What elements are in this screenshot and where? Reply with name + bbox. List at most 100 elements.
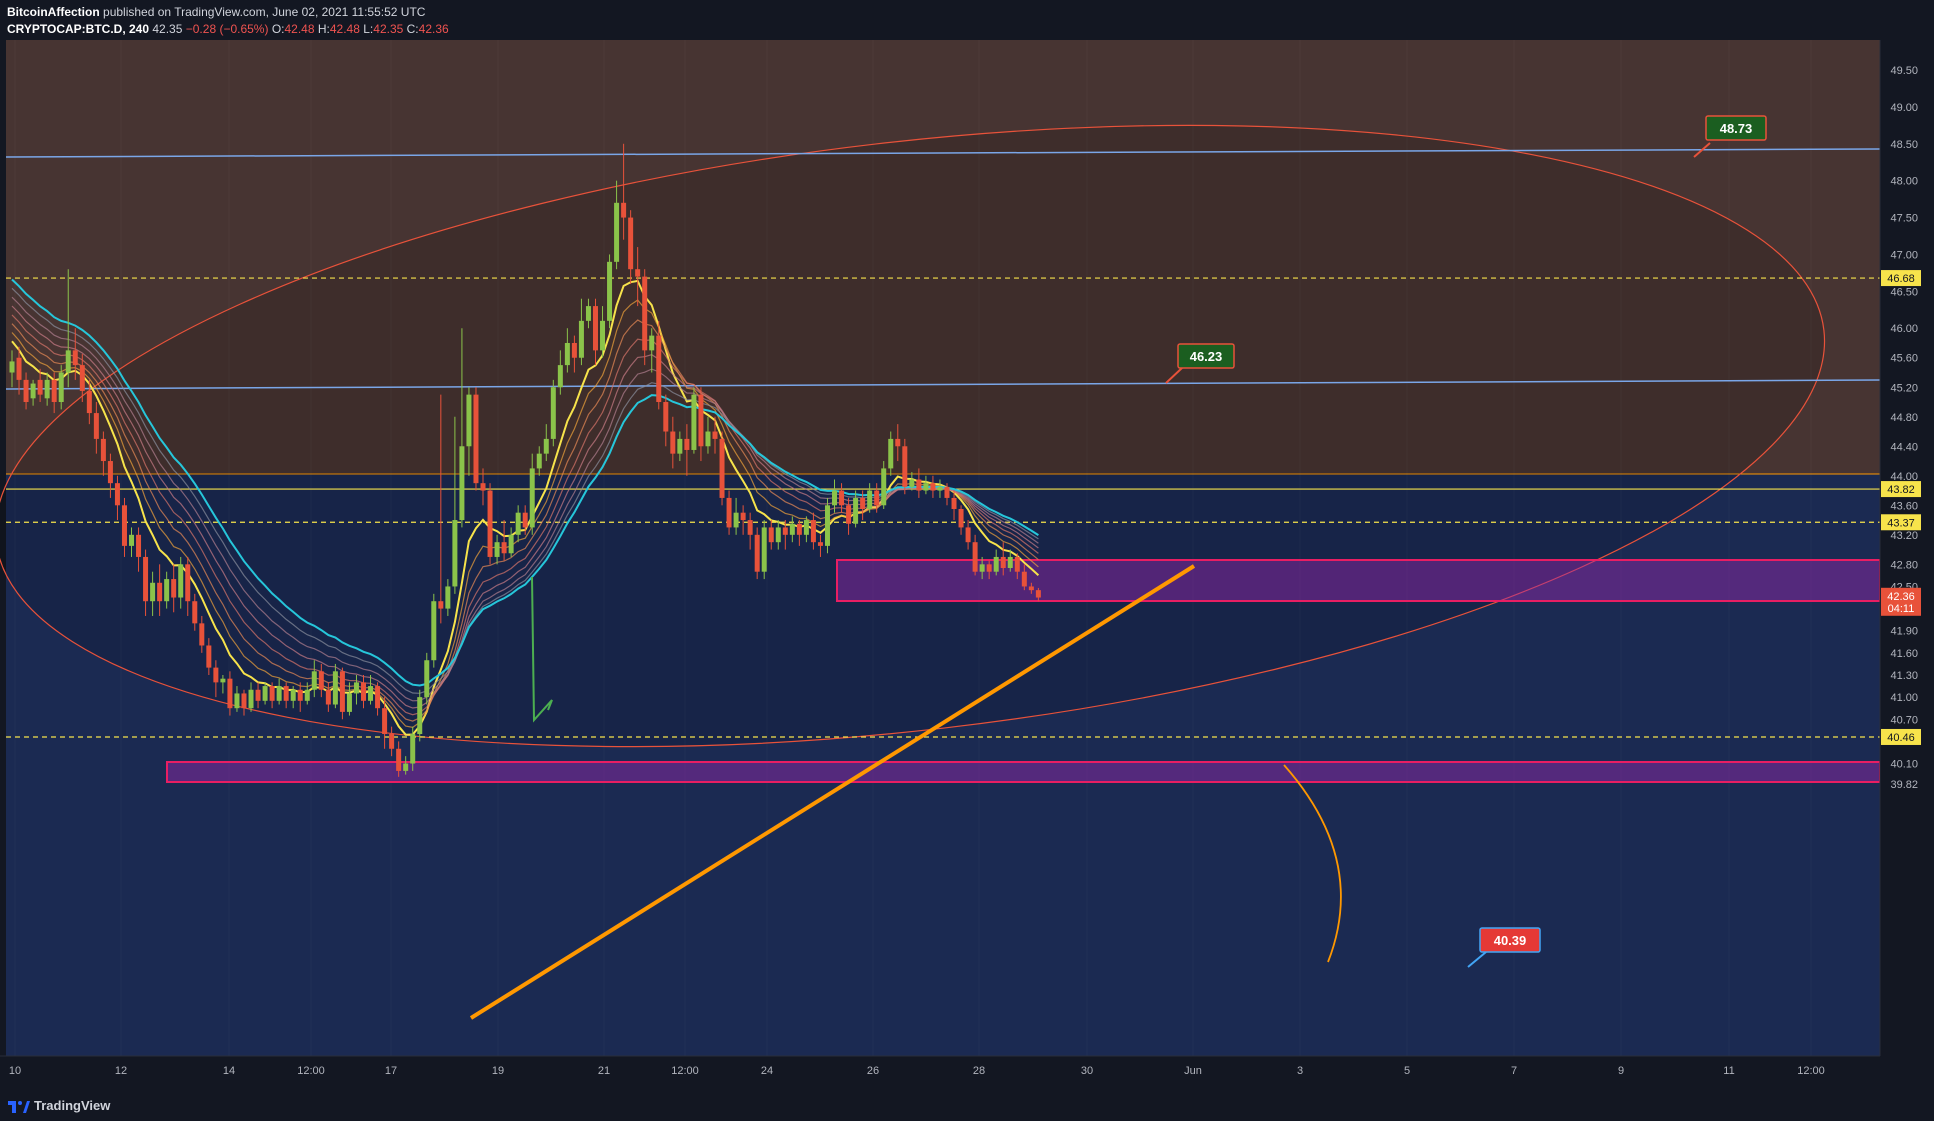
candle-body-50 xyxy=(361,682,366,701)
price-tick-7: 46.00 xyxy=(1890,323,1918,335)
candle-body-116 xyxy=(824,505,830,546)
candle-body-145 xyxy=(1028,586,1034,591)
candle-body-8 xyxy=(65,350,71,373)
time-tick-12: Jun xyxy=(1184,1065,1202,1077)
current-price-label: 42.36 xyxy=(1887,591,1915,603)
candle-body-91 xyxy=(649,335,655,351)
level-tag-0 xyxy=(1881,270,1921,287)
price-tick-22: 40.10 xyxy=(1890,759,1918,771)
candle-body-117 xyxy=(832,490,838,506)
candle-body-134 xyxy=(951,497,957,509)
candle-body-81 xyxy=(578,320,584,358)
candle-body-93 xyxy=(663,402,669,432)
candle-body-60 xyxy=(431,601,437,661)
candle-body-139 xyxy=(986,564,992,572)
price-tick-11: 44.40 xyxy=(1890,441,1918,453)
level-label-3: 40.46 xyxy=(1887,732,1915,744)
candle-body-57 xyxy=(410,734,416,764)
price-tick-18: 41.60 xyxy=(1890,648,1918,660)
candle-body-52 xyxy=(375,686,381,709)
candle-body-17 xyxy=(129,534,135,546)
candle-body-44 xyxy=(318,671,324,690)
time-tick-5: 19 xyxy=(492,1065,504,1077)
resistance-zone xyxy=(6,38,1880,474)
candle-body-87 xyxy=(621,202,627,218)
candle-body-101 xyxy=(719,438,725,498)
author-name[interactable]: BitcoinAffection xyxy=(7,5,100,19)
candle-body-23 xyxy=(171,579,177,598)
time-tick-14: 5 xyxy=(1404,1065,1410,1077)
candle-body-37 xyxy=(269,686,275,701)
level-label-1: 43.82 xyxy=(1887,484,1915,496)
candle-body-64 xyxy=(459,446,465,521)
price-tick-23: 39.82 xyxy=(1890,779,1918,791)
candle-body-15 xyxy=(114,483,120,506)
time-tick-10: 28 xyxy=(973,1065,985,1077)
price-axis[interactable]: 49.50 49.00 48.50 48.00 47.50 47.00 46.50 46.00… xyxy=(1879,38,1934,1056)
candle-body-51 xyxy=(368,686,374,701)
symbol-label[interactable]: CRYPTOCAP:BTC.D, 240 xyxy=(7,22,150,36)
upper-box xyxy=(836,559,1881,602)
candle-body-19 xyxy=(143,556,149,602)
close-key: C: xyxy=(406,22,419,36)
candle-body-73 xyxy=(522,512,528,528)
candle-body-136 xyxy=(965,527,971,543)
price-tick-5: 47.00 xyxy=(1890,249,1918,261)
candle-body-122 xyxy=(867,490,873,509)
candle-body-89 xyxy=(635,269,641,277)
time-tick-9: 26 xyxy=(867,1065,879,1077)
price-tick-19: 41.30 xyxy=(1890,670,1918,682)
candle-body-105 xyxy=(747,520,753,535)
time-tick-4: 17 xyxy=(385,1065,397,1077)
candle-body-45 xyxy=(325,689,331,705)
candle-body-41 xyxy=(297,689,303,701)
candle-body-28 xyxy=(206,645,212,668)
price-tick-0: 49.50 xyxy=(1890,65,1918,77)
price-tick-12: 44.00 xyxy=(1890,471,1918,483)
tradingview-brand[interactable]: TradingView xyxy=(34,1098,111,1113)
callout-4623[interactable]: 46.23 xyxy=(1165,343,1235,384)
candle-body-61 xyxy=(438,601,444,609)
time-axis[interactable]: 10 12 14 12:00 17 19 21 12:00 24 26 28 30 Jun 3 5 7 9 11 1… xyxy=(0,1055,1934,1089)
candle-body-118 xyxy=(839,490,845,506)
callout-4039[interactable]: 40.39 xyxy=(1467,927,1541,968)
candle-body-48 xyxy=(346,693,352,712)
candle-body-138 xyxy=(979,564,985,572)
projection-ellipse xyxy=(0,124,1826,748)
candle-body-94 xyxy=(670,431,676,454)
publish-info: published on TradingView.com, June 02, 2… xyxy=(103,5,426,19)
candle-body-109 xyxy=(775,527,781,543)
time-tick-0: 10 xyxy=(9,1065,21,1077)
candle-body-46 xyxy=(332,671,338,705)
candle-body-103 xyxy=(733,512,739,528)
candle-body-36 xyxy=(262,686,268,701)
level-tag-3 xyxy=(1881,728,1921,745)
price-tick-20: 41.00 xyxy=(1890,692,1918,704)
time-tick-2: 14 xyxy=(223,1065,235,1077)
candle-body-113 xyxy=(803,520,809,535)
time-tick-11: 30 xyxy=(1081,1065,1093,1077)
candle-body-119 xyxy=(846,505,852,524)
tradingview-logo-icon[interactable] xyxy=(8,1097,30,1113)
candle-body-71 xyxy=(508,534,514,554)
candle-body-72 xyxy=(515,512,521,535)
price-tick-3: 48.00 xyxy=(1890,176,1918,188)
candle-body-6 xyxy=(51,379,57,403)
candle-body-20 xyxy=(150,582,156,602)
price-tick-14: 43.20 xyxy=(1890,530,1918,542)
candle-body-65 xyxy=(466,394,472,447)
candle-body-85 xyxy=(607,261,613,321)
candle-body-77 xyxy=(550,387,556,439)
candles xyxy=(9,143,1041,777)
candle-body-140 xyxy=(993,556,999,572)
callout-4873[interactable]: 48.73 xyxy=(1693,115,1767,158)
callout-label: 40.39 xyxy=(1494,933,1527,948)
level-tag-1 xyxy=(1881,481,1921,498)
candle-body-14 xyxy=(107,461,113,484)
candle-body-54 xyxy=(389,734,395,749)
candle-body-110 xyxy=(782,527,788,535)
candle-body-33 xyxy=(241,693,247,709)
candle-body-7 xyxy=(58,372,64,403)
candle-body-112 xyxy=(796,523,802,535)
